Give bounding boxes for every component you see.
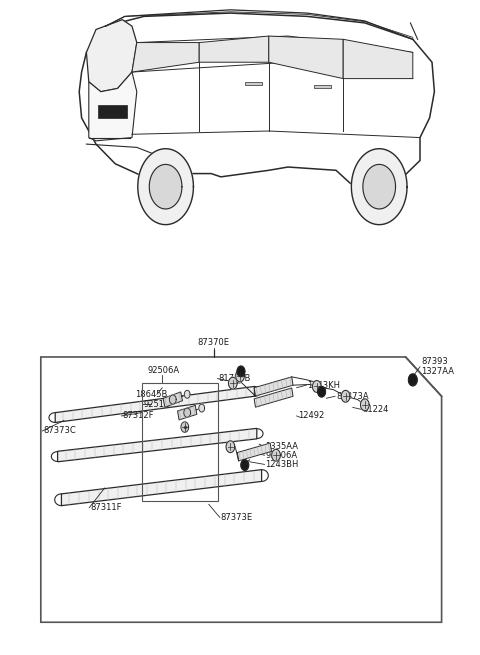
- Polygon shape: [89, 72, 137, 141]
- Polygon shape: [237, 366, 245, 377]
- Polygon shape: [363, 164, 396, 209]
- Polygon shape: [199, 36, 269, 62]
- Text: 87370E: 87370E: [198, 338, 229, 347]
- Polygon shape: [79, 13, 434, 183]
- Polygon shape: [228, 377, 237, 389]
- Polygon shape: [254, 377, 293, 396]
- Text: 18645B: 18645B: [135, 390, 168, 399]
- Polygon shape: [184, 408, 191, 417]
- Polygon shape: [138, 149, 193, 225]
- Polygon shape: [199, 404, 204, 412]
- Polygon shape: [178, 405, 197, 420]
- Polygon shape: [269, 36, 343, 79]
- Polygon shape: [351, 149, 407, 225]
- Polygon shape: [236, 370, 244, 382]
- Polygon shape: [343, 39, 413, 79]
- Polygon shape: [314, 85, 331, 88]
- Polygon shape: [272, 449, 280, 461]
- Polygon shape: [360, 399, 369, 411]
- Text: 81224: 81224: [362, 405, 389, 414]
- Text: 87393
1327AA: 87393 1327AA: [421, 358, 455, 376]
- Text: 92506A: 92506A: [147, 365, 179, 375]
- Text: 87373A: 87373A: [336, 392, 369, 401]
- Polygon shape: [58, 428, 257, 462]
- Text: 92511: 92511: [143, 400, 169, 409]
- Polygon shape: [184, 390, 190, 398]
- Text: 87311F: 87311F: [90, 503, 122, 512]
- Polygon shape: [237, 443, 272, 461]
- Polygon shape: [55, 386, 254, 422]
- Text: 1243BH: 1243BH: [265, 460, 299, 469]
- Polygon shape: [86, 20, 137, 92]
- Text: 87312F: 87312F: [122, 411, 154, 421]
- Text: 12492: 12492: [298, 411, 324, 421]
- Polygon shape: [341, 390, 350, 402]
- Polygon shape: [181, 422, 189, 432]
- Polygon shape: [241, 460, 249, 470]
- Polygon shape: [163, 392, 182, 407]
- Text: 87373E: 87373E: [221, 513, 253, 522]
- Text: 81750B: 81750B: [218, 374, 251, 383]
- Text: 1243KH: 1243KH: [307, 381, 340, 390]
- Polygon shape: [61, 470, 262, 506]
- Polygon shape: [408, 374, 417, 386]
- Polygon shape: [318, 386, 325, 397]
- Polygon shape: [98, 105, 127, 118]
- Text: 87373C: 87373C: [43, 426, 76, 436]
- Polygon shape: [169, 395, 176, 404]
- Text: 92506A: 92506A: [265, 451, 298, 460]
- Polygon shape: [312, 381, 321, 392]
- Polygon shape: [41, 357, 442, 622]
- Polygon shape: [132, 43, 199, 72]
- Polygon shape: [226, 441, 235, 453]
- Polygon shape: [254, 388, 293, 407]
- Text: 1335AA: 1335AA: [265, 442, 299, 451]
- Polygon shape: [149, 164, 182, 209]
- Polygon shape: [245, 82, 262, 85]
